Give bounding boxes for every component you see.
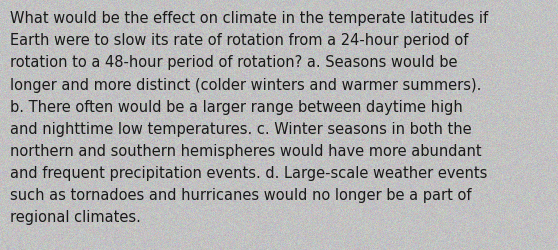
Text: and nighttime low temperatures. c. Winter seasons in both the: and nighttime low temperatures. c. Winte… [10, 121, 472, 136]
Text: Earth were to slow its rate of rotation from a 24-hour period of: Earth were to slow its rate of rotation … [10, 33, 468, 48]
Text: What would be the effect on climate in the temperate latitudes if: What would be the effect on climate in t… [10, 11, 488, 26]
Text: rotation to a 48-hour period of rotation? a. Seasons would be: rotation to a 48-hour period of rotation… [10, 55, 458, 70]
Text: northern and southern hemispheres would have more abundant: northern and southern hemispheres would … [10, 143, 482, 158]
Text: longer and more distinct (colder winters and warmer summers).: longer and more distinct (colder winters… [10, 77, 482, 92]
Text: such as tornadoes and hurricanes would no longer be a part of: such as tornadoes and hurricanes would n… [10, 187, 472, 202]
Text: b. There often would be a larger range between daytime high: b. There often would be a larger range b… [10, 99, 463, 114]
Text: regional climates.: regional climates. [10, 209, 141, 224]
Text: and frequent precipitation events. d. Large-scale weather events: and frequent precipitation events. d. La… [10, 165, 488, 180]
